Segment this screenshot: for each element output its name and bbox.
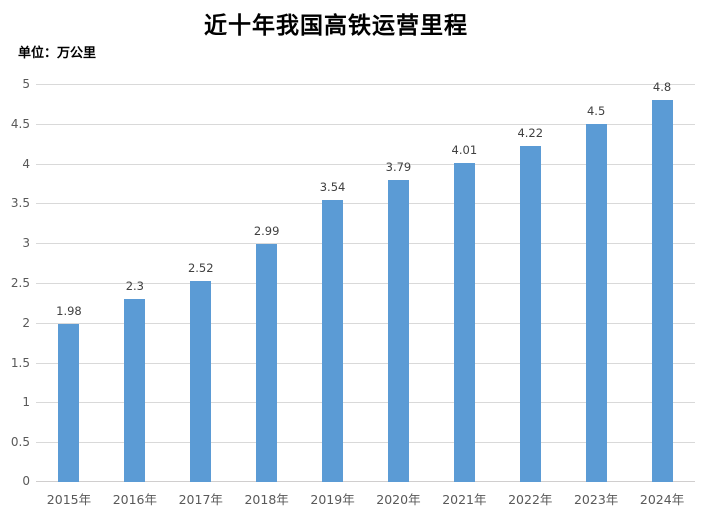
gridline bbox=[36, 164, 695, 165]
x-axis-tick-label: 2016年 bbox=[112, 492, 157, 507]
plot-area: 0 0.5 1 1.5 2 2.5 3 3.5 4 4.5 5 1.98 2015年 2.3 2016年 2.… bbox=[11, 77, 695, 507]
bar-value-label: 4.01 bbox=[451, 143, 478, 157]
bar bbox=[190, 281, 212, 482]
x-axis-tick-label: 2020年 bbox=[376, 492, 421, 507]
y-axis-tick-label: 1.5 bbox=[10, 356, 30, 370]
y-axis-tick-label: 3.5 bbox=[10, 196, 30, 210]
bar bbox=[256, 244, 278, 482]
x-axis-tick-label: 2018年 bbox=[244, 492, 289, 507]
bar bbox=[651, 100, 673, 482]
x-axis-tick-label: 2017年 bbox=[178, 492, 223, 507]
x-axis-tick-label: 2023年 bbox=[573, 492, 619, 507]
bar-value-label: 3.79 bbox=[385, 160, 412, 174]
y-axis-tick-label: 4.5 bbox=[10, 117, 30, 131]
y-axis-tick-label: 2.5 bbox=[10, 276, 30, 290]
gridline bbox=[36, 323, 695, 324]
unit-label: 单位：万公里 bbox=[18, 46, 97, 61]
bar-value-label: 2.99 bbox=[253, 224, 280, 238]
bar bbox=[453, 163, 475, 482]
gridline bbox=[36, 442, 695, 443]
y-axis-tick-label: 2 bbox=[22, 316, 30, 330]
y-axis-tick-label: 1 bbox=[22, 395, 30, 409]
bar-value-label: 2.52 bbox=[187, 261, 214, 275]
bar bbox=[519, 146, 541, 482]
x-axis-tick-label: 2024年 bbox=[639, 492, 685, 507]
x-axis-tick-label: 2019年 bbox=[310, 492, 355, 507]
gridline bbox=[36, 203, 695, 204]
bar bbox=[124, 299, 146, 482]
gridline bbox=[36, 243, 695, 244]
x-axis-line bbox=[36, 481, 695, 482]
bar bbox=[58, 324, 80, 482]
bar bbox=[387, 180, 409, 482]
bar-value-label: 2.3 bbox=[125, 279, 144, 293]
bar-value-label: 1.98 bbox=[56, 304, 82, 318]
x-axis-tick-label: 2022年 bbox=[508, 492, 553, 507]
x-axis-tick-label: 2021年 bbox=[442, 492, 487, 507]
y-axis-tick-label: 0 bbox=[22, 474, 30, 488]
y-axis-tick-label: 5 bbox=[22, 77, 30, 91]
gridline bbox=[36, 402, 695, 403]
bar bbox=[585, 124, 607, 482]
gridline bbox=[36, 84, 695, 85]
bar-value-label: 4.5 bbox=[586, 104, 606, 118]
bar-value-label: 3.54 bbox=[319, 180, 346, 194]
gridline bbox=[36, 363, 695, 364]
gridline bbox=[36, 283, 695, 284]
bar-value-label: 4.22 bbox=[517, 126, 544, 140]
y-axis-tick-label: 4 bbox=[22, 157, 30, 171]
y-axis-tick-label: 0.5 bbox=[10, 435, 30, 449]
gridline bbox=[36, 124, 695, 125]
bar bbox=[322, 200, 344, 482]
x-axis-tick-label: 2015年 bbox=[46, 492, 92, 507]
bar-value-label: 4.8 bbox=[652, 80, 672, 94]
y-axis-tick-label: 3 bbox=[22, 236, 30, 250]
chart-title: 近十年我国高铁运营里程 bbox=[204, 12, 468, 39]
